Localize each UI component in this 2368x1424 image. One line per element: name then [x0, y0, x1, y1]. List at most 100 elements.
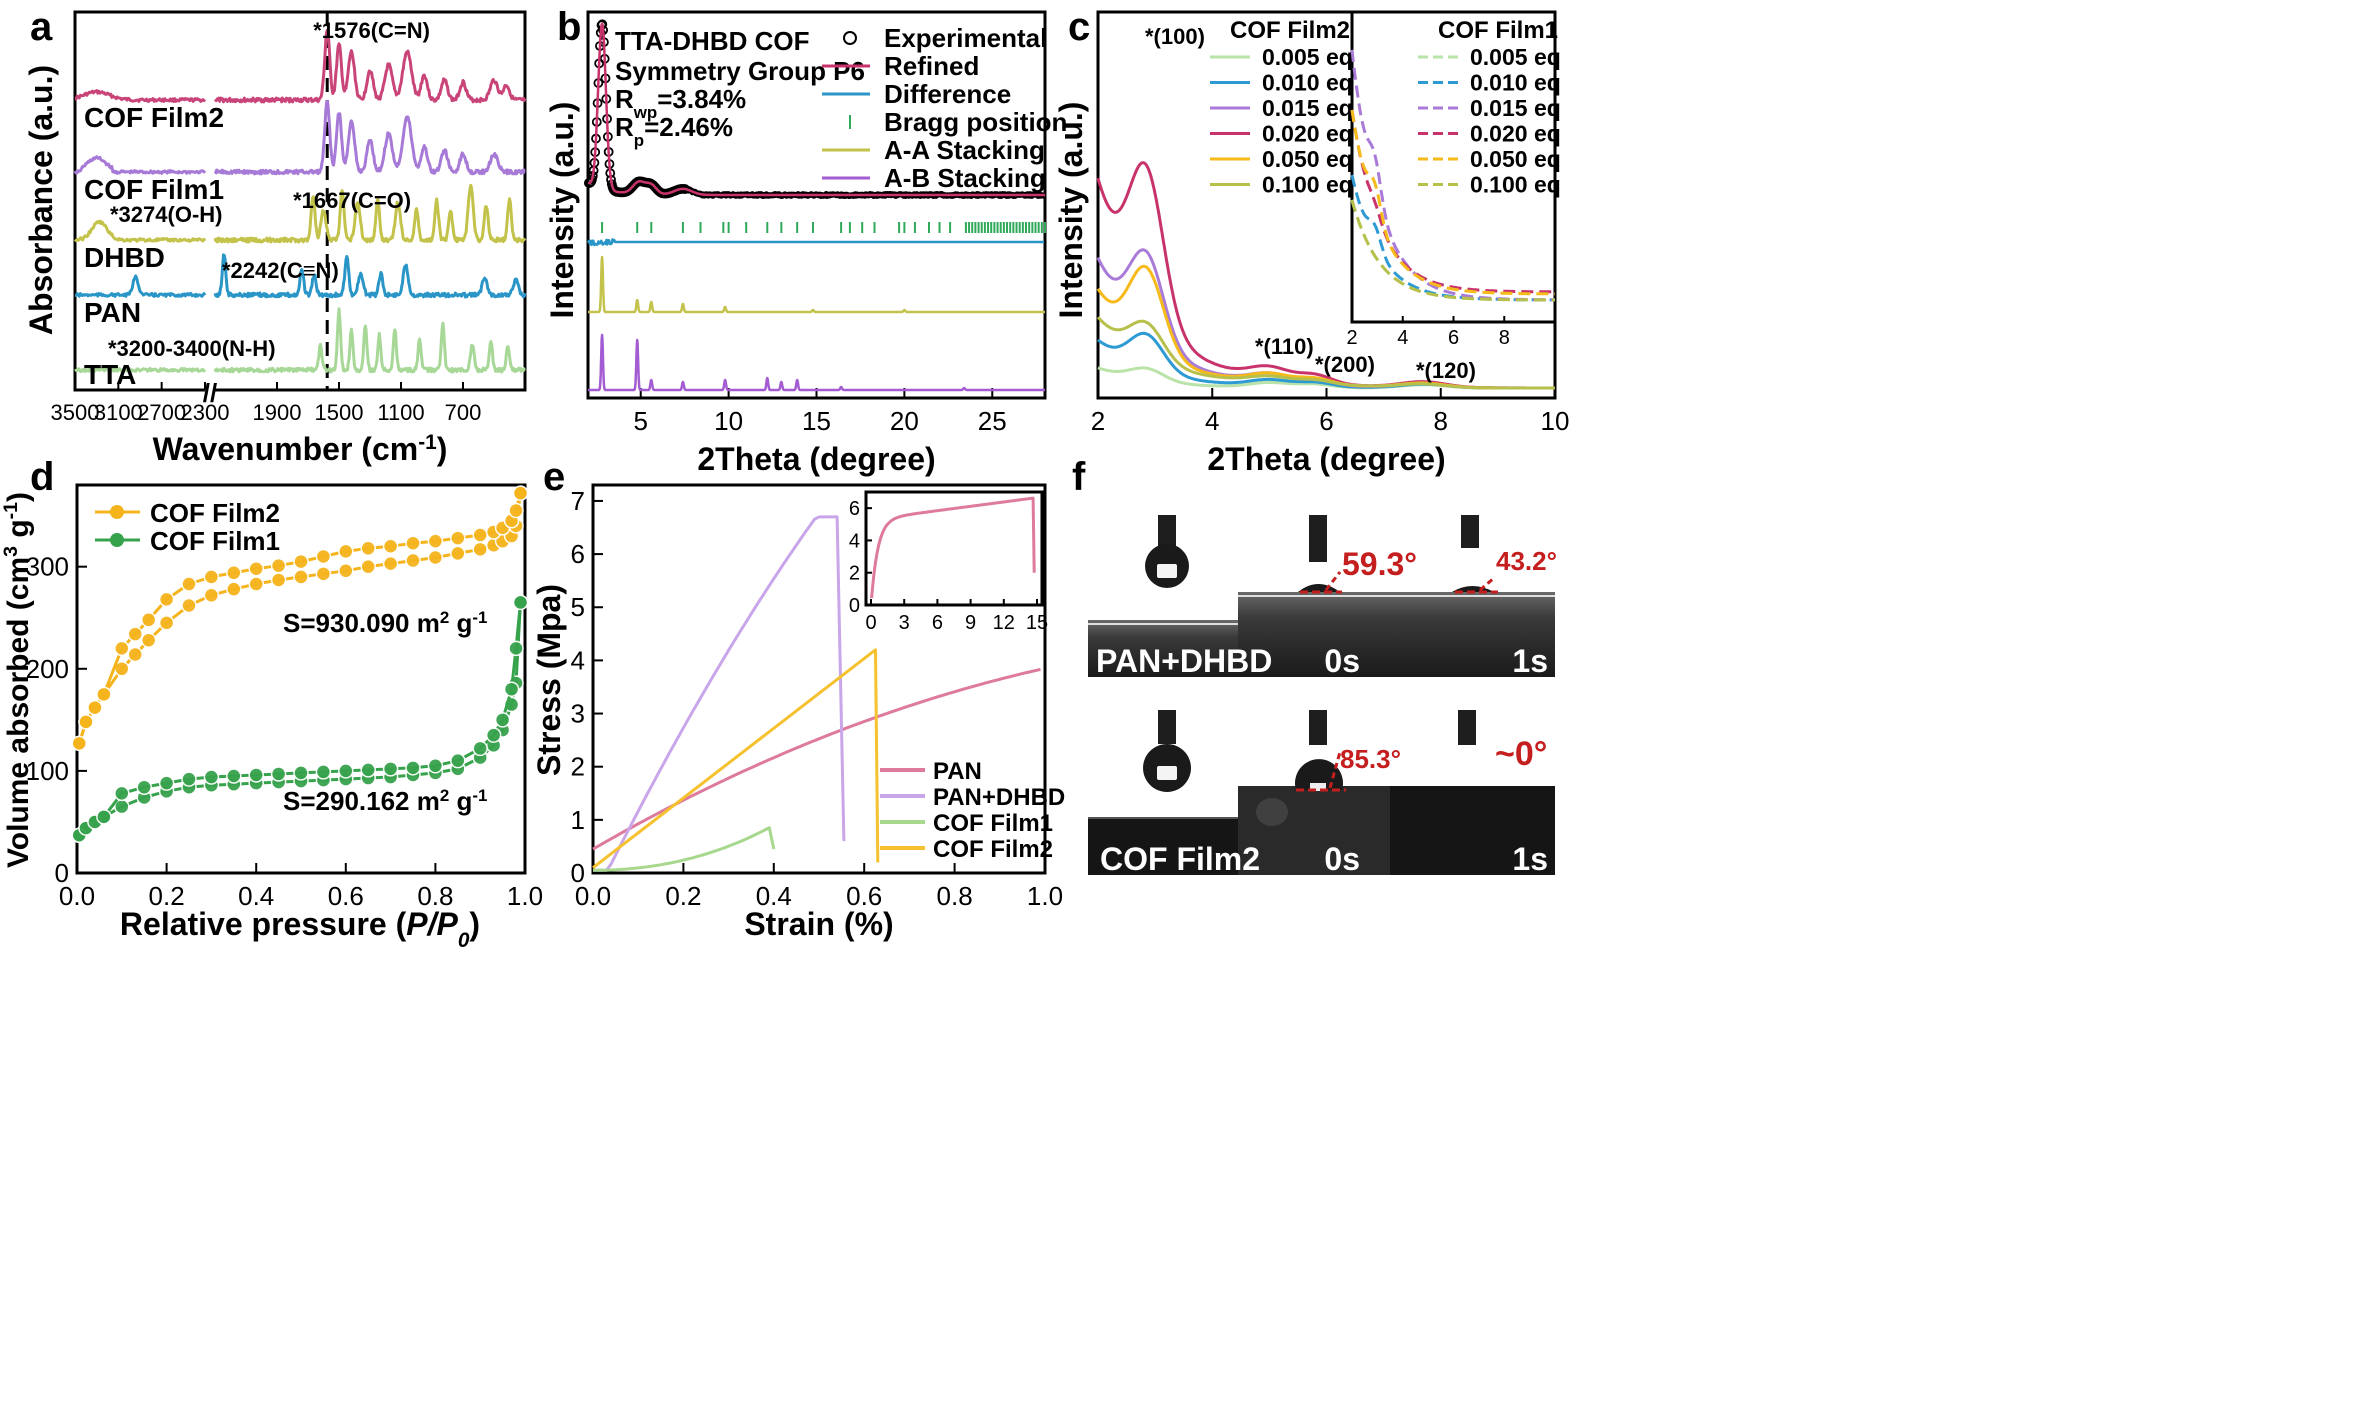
isotherm-point — [451, 546, 465, 560]
contact-angle-label: 43.2° — [1496, 546, 1557, 576]
legend-label: 0.005 eq — [1470, 44, 1561, 70]
isotherm-point — [72, 736, 86, 750]
label-part: S=290.162 m — [283, 786, 440, 816]
inset-x-tick-label: 6 — [1448, 327, 1459, 349]
x-tick-label: 3100 — [94, 400, 143, 425]
annotation: *(100) — [1145, 24, 1205, 49]
y-tick-label: 1 — [571, 805, 585, 835]
isotherm-point — [514, 595, 528, 609]
isotherm-point — [509, 641, 523, 655]
inset-x-tick-label: 0 — [865, 612, 876, 634]
panel-letter: a — [30, 5, 53, 49]
difference-line — [588, 239, 1044, 245]
legend-label: PAN+DHBD — [933, 784, 1065, 811]
annotation: *2242(C≡N) — [222, 258, 339, 283]
inset-y-tick-label: 4 — [849, 530, 860, 552]
isotherm-point — [128, 627, 142, 641]
label-part: -1 — [472, 608, 487, 627]
isotherm-point — [294, 555, 308, 569]
info-text: Rp=2.46% — [615, 112, 733, 150]
info-text: TTA-DHBD COF — [615, 26, 809, 56]
isotherm-point — [361, 763, 375, 777]
label-part: p — [634, 131, 644, 150]
isotherm-point — [249, 768, 263, 782]
isotherm-point — [316, 567, 330, 581]
isotherm-point — [451, 531, 465, 545]
x-tick-label: 20 — [890, 406, 919, 436]
time-label: 1s — [1512, 841, 1548, 877]
isotherm-point — [182, 577, 196, 591]
label-part: =2.46% — [644, 112, 733, 142]
annotation: *(110) — [1255, 334, 1314, 359]
isotherm-point — [496, 713, 510, 727]
isotherm-point — [142, 613, 156, 627]
legend-label: Refined — [884, 51, 979, 81]
panel-e: e0.0 0.2 0.4 0.6 0.8 1.001234567Strain (%)Str… — [531, 455, 1065, 942]
x-axis-label: 2Theta (degree) — [1207, 441, 1445, 477]
x-tick-label: 10 — [1541, 406, 1570, 436]
x-tick-label: 1500 — [315, 400, 364, 425]
annotation: *(120) — [1416, 358, 1476, 383]
isotherm-point — [294, 766, 308, 780]
isotherm-point — [339, 544, 353, 558]
x-tick-label: 1100 — [377, 400, 424, 425]
isotherm-point — [97, 687, 111, 701]
isotherm-point — [428, 550, 442, 564]
isotherm-point — [227, 566, 241, 580]
legend-label: 0.050 eq — [1262, 146, 1353, 172]
isotherm-point — [79, 715, 93, 729]
inset-x-tick-label: 12 — [993, 612, 1015, 634]
label-part: g — [449, 786, 472, 816]
series-label: PAN — [84, 297, 141, 328]
x-axis-label: Relative pressure (P/P0) — [120, 906, 480, 952]
isotherm-point — [339, 564, 353, 578]
stress-line-film2 — [593, 650, 878, 868]
stress-line-pan-dhbd — [593, 517, 844, 870]
panel-c: c2 4 6 8 102Theta (degree)Intensity (a.u.)*(… — [1053, 5, 1569, 477]
legend-label: 0.100 eq — [1262, 172, 1353, 198]
annotation: *1667(C=O) — [293, 188, 411, 213]
label-part: R — [615, 112, 634, 142]
ab-stacking-line — [588, 335, 1045, 390]
annotation: *3274(O-H) — [110, 202, 222, 227]
legend-label: Experimental — [884, 23, 1047, 53]
x-tick-label: 1.0 — [507, 881, 543, 911]
figure-canvas: a//3500310027002300 1900 1500 1100 700Wavenu… — [0, 0, 2368, 1424]
x-tick-label: 5 — [633, 406, 647, 436]
inset-x-tick-label: 8 — [1499, 327, 1510, 349]
angle-line — [1326, 572, 1340, 590]
y-tick-label: 0 — [571, 858, 585, 888]
isotherm-point — [428, 759, 442, 773]
legend-label: 0.020 eq — [1262, 121, 1353, 147]
isotherm-point — [316, 765, 330, 779]
substrate-image — [1238, 786, 1390, 875]
isotherm-point — [384, 539, 398, 553]
panel-letter: e — [543, 455, 565, 499]
panel-f: f59.3° 43.2°PAN+DHBD 0s 1s85.3° ~0°COF Film2… — [1072, 455, 1557, 877]
time-label: 0s — [1324, 841, 1360, 877]
isotherm-point — [272, 767, 286, 781]
droplet-highlight — [1157, 564, 1177, 578]
legend-label: PAN — [933, 758, 982, 785]
isotherm-point — [137, 780, 151, 794]
inset-y-tick-label: 2 — [849, 563, 860, 585]
isotherm-point — [428, 534, 442, 548]
isotherm-point — [294, 570, 308, 584]
isotherm-point — [361, 541, 375, 555]
x-tick-label: 2700 — [137, 400, 186, 425]
contact-angle-label: 59.3° — [1342, 546, 1417, 582]
x-tick-label: 1900 — [253, 400, 302, 425]
panel-letter: b — [557, 5, 581, 49]
label-part: 3 — [0, 546, 22, 557]
isotherm-point — [227, 582, 241, 596]
isotherm-point — [227, 769, 241, 783]
series-label: DHBD — [84, 242, 165, 273]
isotherm-point — [509, 504, 523, 518]
info-text: Symmetry Group P6 — [615, 56, 865, 86]
y-tick-label: 5 — [571, 592, 585, 622]
isotherm-point — [249, 577, 263, 591]
inset-x-tick-label: 9 — [965, 612, 976, 634]
angle-line — [1480, 578, 1494, 590]
label-part: g — [449, 608, 472, 638]
legend-label: 0.010 eq — [1470, 70, 1561, 96]
